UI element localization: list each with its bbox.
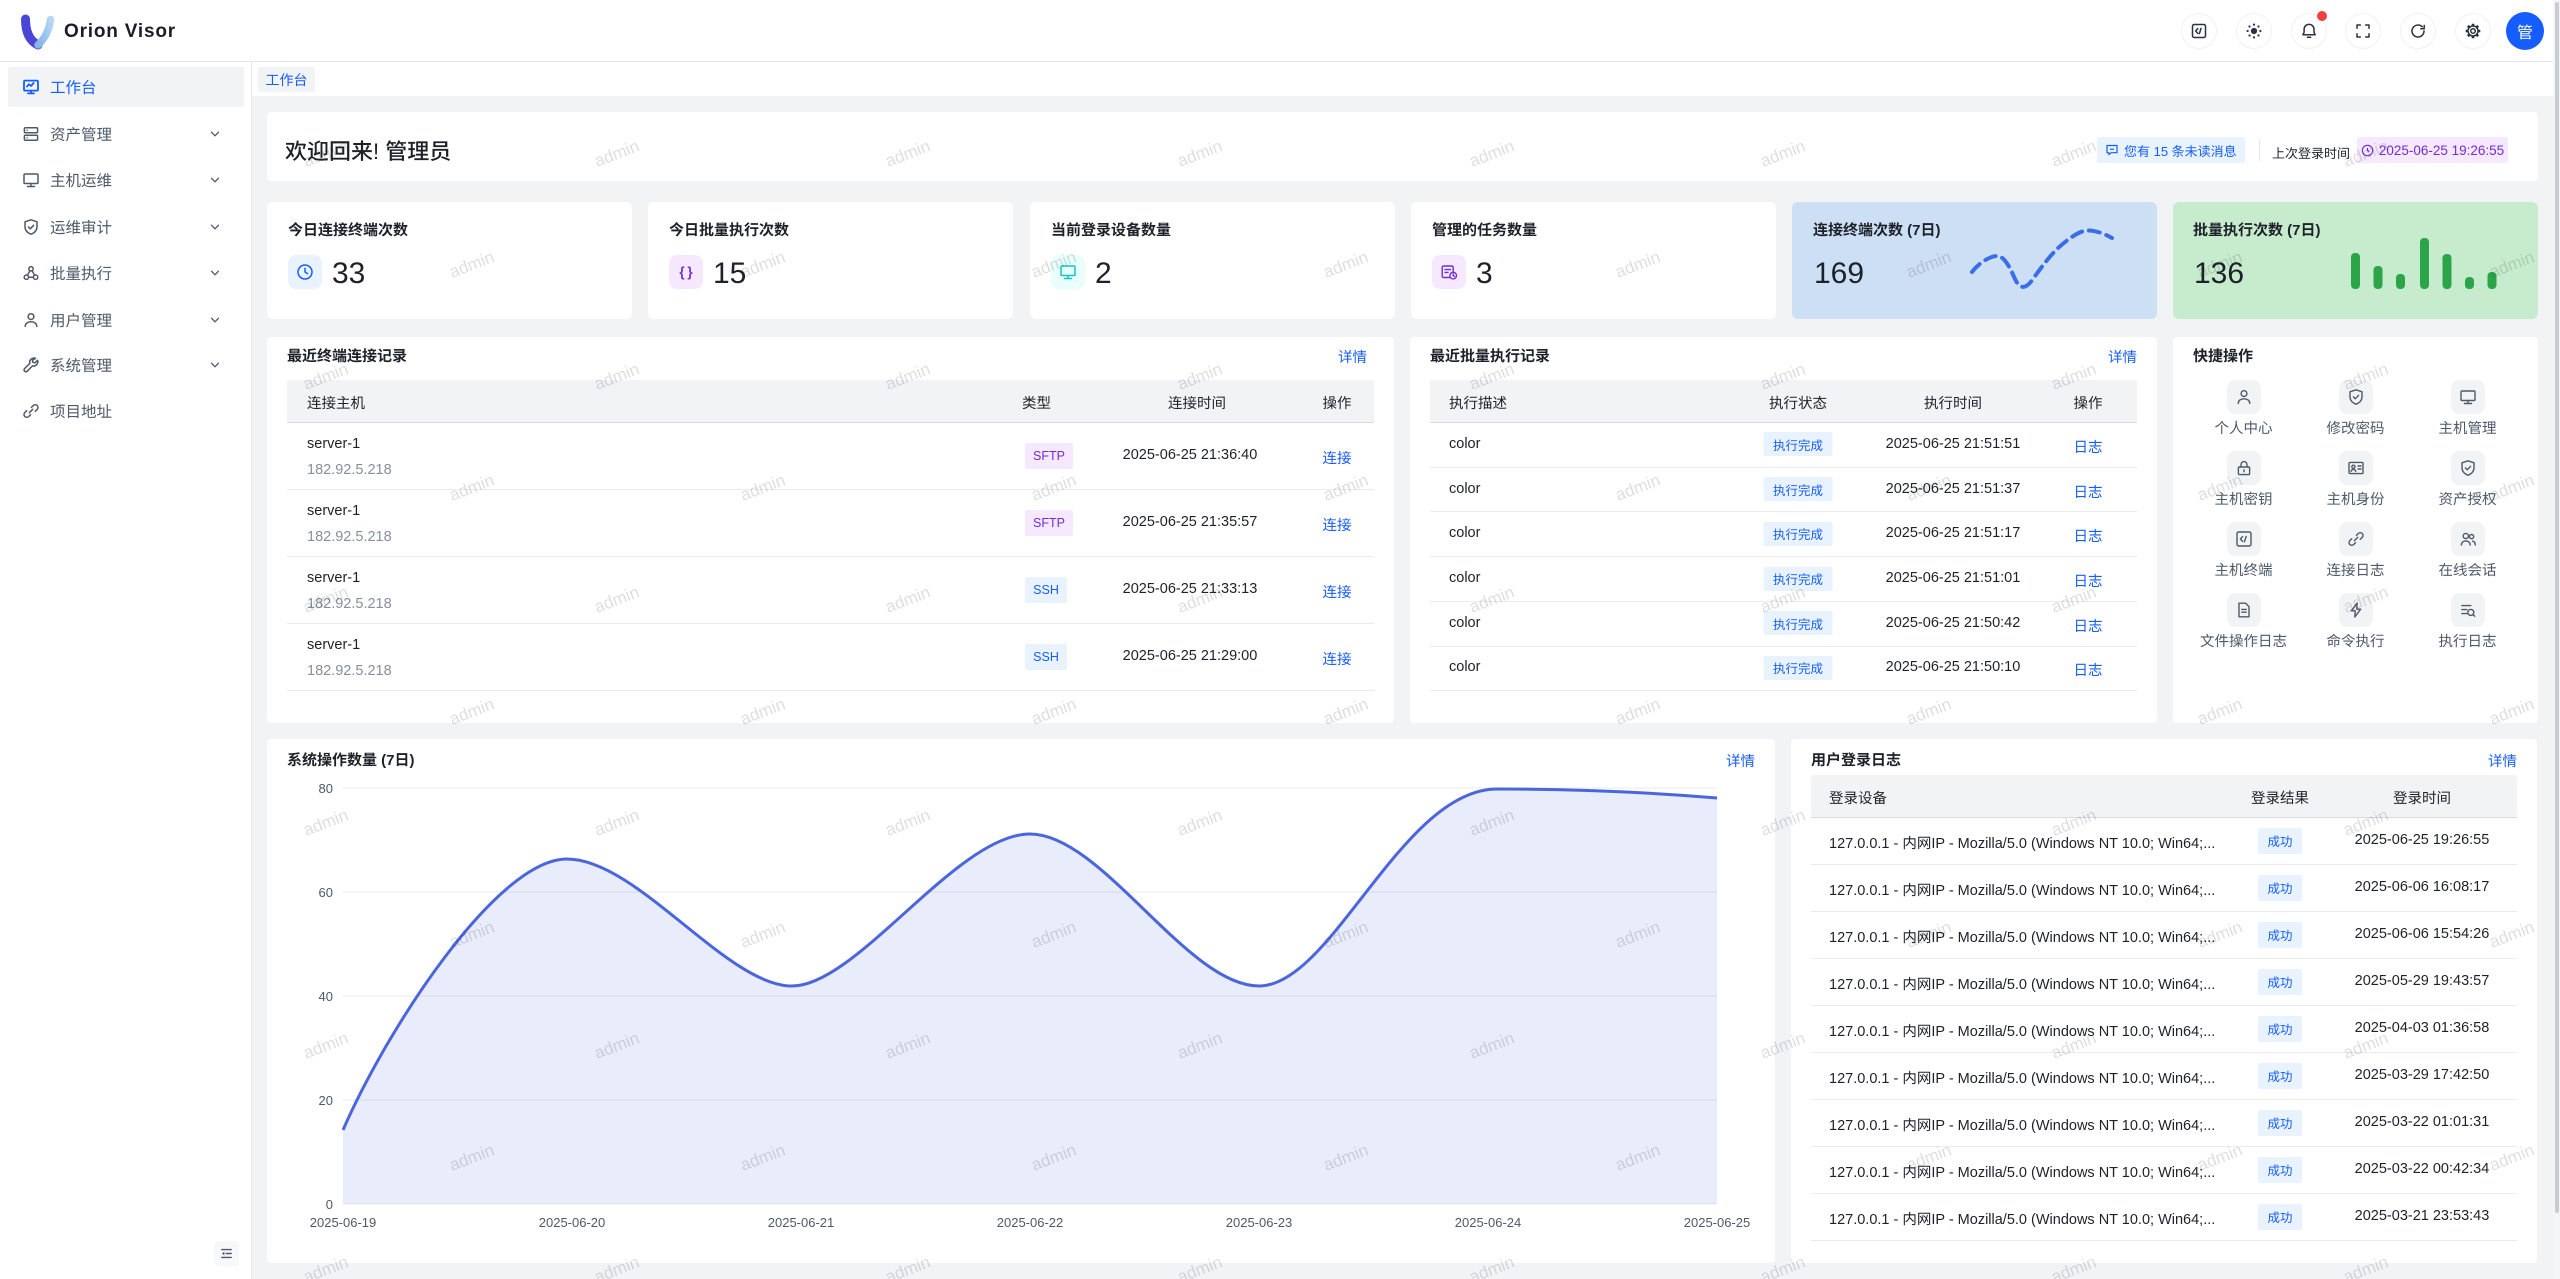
svg-text:2025-06-19: 2025-06-19 [310,1215,377,1230]
svg-text:80: 80 [319,781,333,796]
svg-text:2025-06-24: 2025-06-24 [1455,1215,1522,1230]
svg-text:2025-06-22: 2025-06-22 [997,1215,1064,1230]
svg-text:0: 0 [326,1197,333,1212]
svg-text:40: 40 [319,989,333,1004]
svg-text:20: 20 [319,1093,333,1108]
svg-text:2025-06-20: 2025-06-20 [539,1215,606,1230]
svg-text:60: 60 [319,885,333,900]
svg-text:2025-06-25: 2025-06-25 [1684,1215,1751,1230]
svg-text:2025-06-23: 2025-06-23 [1226,1215,1293,1230]
svg-text:2025-06-21: 2025-06-21 [768,1215,835,1230]
svg-text:}: } [687,265,693,280]
svg-text:{: { [679,265,684,280]
